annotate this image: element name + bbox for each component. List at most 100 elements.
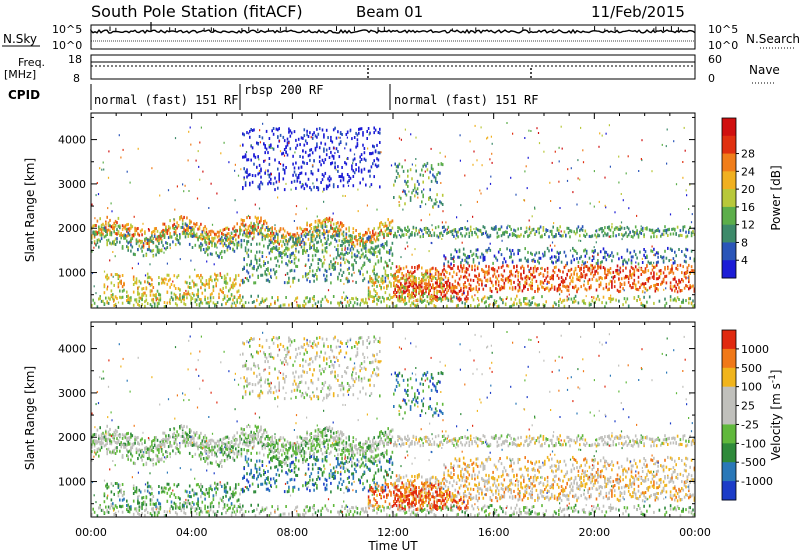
echo-cell <box>386 297 388 301</box>
echo-cell <box>391 226 394 230</box>
echo-cell <box>211 279 213 283</box>
echo-cell <box>219 288 222 292</box>
echo-cell <box>299 226 301 230</box>
echo-cell <box>236 290 238 294</box>
echo-cell <box>366 270 368 274</box>
echo-cell <box>503 232 506 236</box>
echo-cell <box>321 158 324 162</box>
echo-cell <box>310 263 313 267</box>
echo-cell <box>222 228 224 232</box>
echo-cell <box>552 235 554 239</box>
echo-cell <box>490 280 493 284</box>
echo-cell <box>495 225 497 229</box>
echo-cell <box>131 235 134 239</box>
echo-cell <box>685 255 687 259</box>
echo-cell <box>355 229 357 232</box>
echo-cell <box>478 287 480 291</box>
echo-cell <box>384 224 387 228</box>
echo-cell <box>271 228 273 231</box>
echo-cell <box>503 257 506 261</box>
echo-cell <box>452 258 454 261</box>
echo-cell <box>416 232 419 236</box>
echo-cell <box>107 228 110 232</box>
echo-cell <box>275 270 278 274</box>
echo-cell <box>210 275 212 278</box>
echo-cell <box>632 282 634 286</box>
echo-cell <box>590 263 592 267</box>
echo-cell <box>237 174 240 177</box>
echo-cell <box>373 288 375 292</box>
echo-cell <box>293 269 296 273</box>
echo-cell <box>356 144 359 148</box>
echo-cell <box>243 155 245 159</box>
echo-cell <box>311 254 314 258</box>
echo-cell <box>292 240 294 244</box>
echo-cell <box>236 298 238 302</box>
echo-cell <box>627 304 630 308</box>
echo-cell <box>127 294 129 298</box>
echo-cell <box>212 237 215 240</box>
echo-cell <box>402 266 405 270</box>
echo-cell <box>419 283 422 287</box>
echo-cell <box>307 254 310 258</box>
echo-cell <box>640 268 643 271</box>
echo-cell <box>643 285 645 289</box>
echo-cell <box>312 164 314 167</box>
echo-cell <box>96 231 99 235</box>
echo-cell <box>608 254 610 258</box>
echo-cell <box>260 219 262 223</box>
echo-cell <box>669 295 672 299</box>
echo-cell <box>191 292 194 295</box>
echo-cell <box>205 236 208 240</box>
echo-cell <box>525 259 528 263</box>
echo-cell <box>197 227 199 231</box>
echo-cell <box>376 284 378 288</box>
echo-cell <box>690 249 693 253</box>
echo-cell <box>653 235 655 239</box>
echo-cell <box>307 177 310 181</box>
echo-cell <box>295 205 298 208</box>
echo-cell <box>304 172 307 176</box>
echo-cell <box>344 147 346 150</box>
echo-cell <box>316 241 318 245</box>
echo-cell <box>629 230 631 234</box>
echo-cell <box>433 231 436 235</box>
echo-cell <box>662 280 665 284</box>
echo-cell <box>288 259 290 263</box>
echo-cell <box>279 133 282 137</box>
echo-cell <box>678 278 680 282</box>
echo-cell <box>366 239 368 243</box>
echo-cell <box>355 131 357 135</box>
echo-cell <box>398 234 400 237</box>
echo-cell <box>674 289 676 293</box>
echo-cell <box>277 238 279 242</box>
echo-cell <box>300 227 303 231</box>
echo-cell <box>297 240 300 244</box>
echo-cell <box>469 284 472 288</box>
echo-cell <box>434 281 437 285</box>
echo-cell <box>491 152 493 155</box>
echo-cell <box>381 281 384 285</box>
echo-cell <box>390 220 392 224</box>
echo-cell <box>422 279 424 283</box>
echo-cell <box>331 266 334 269</box>
echo-cell <box>443 290 445 294</box>
echo-cell <box>138 239 141 243</box>
echo-cell <box>373 131 375 135</box>
echo-cell <box>423 298 426 302</box>
echo-cell <box>634 253 637 257</box>
echo-cell <box>630 273 633 277</box>
echo-cell <box>450 262 452 266</box>
echo-cell <box>437 171 440 175</box>
echo-cell <box>191 232 193 235</box>
echo-cell <box>476 265 479 269</box>
echo-cell <box>253 225 255 228</box>
echo-cell <box>551 161 553 164</box>
echo-cell <box>406 241 408 244</box>
echo-cell <box>511 260 514 264</box>
echo-cell <box>422 292 424 296</box>
echo-cell <box>314 239 316 242</box>
echo-cell <box>681 300 683 304</box>
echo-cell <box>222 233 224 236</box>
